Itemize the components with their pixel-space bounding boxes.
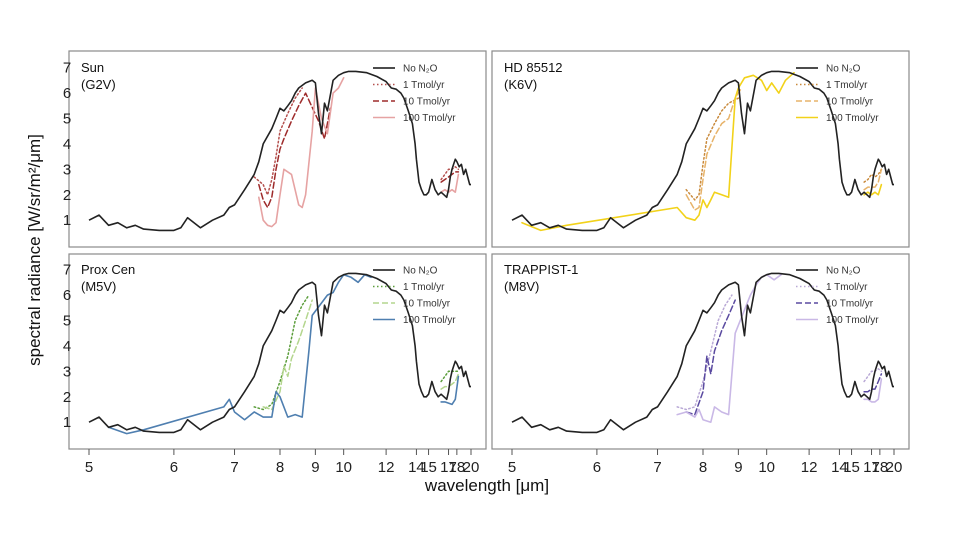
y-tick-label: 3 xyxy=(63,161,71,178)
legend-label: 100 Tmol/yr xyxy=(403,113,456,124)
series-line xyxy=(258,77,345,228)
series-line xyxy=(440,373,460,390)
series-line xyxy=(863,368,883,383)
y-tick-label: 4 xyxy=(63,338,71,355)
series-line xyxy=(107,273,372,435)
y-tick-label: 4 xyxy=(63,136,71,153)
panel-subtitle: (G2V) xyxy=(81,77,116,92)
y-tick-label: 6 xyxy=(63,287,71,304)
x-tick-label: 8 xyxy=(699,459,707,476)
x-tick-label: 12 xyxy=(801,459,818,476)
series-line xyxy=(440,375,460,406)
legend-label: 100 Tmol/yr xyxy=(403,315,456,326)
legend-label: No N₂O xyxy=(403,64,438,75)
baseline-line xyxy=(88,70,471,232)
x-tick-label: 18 xyxy=(449,459,466,476)
x-tick-label: 20 xyxy=(463,459,480,476)
series-line xyxy=(253,294,310,411)
y-tick-label: 2 xyxy=(63,389,71,406)
y-tick-label: 7 xyxy=(63,60,71,77)
x-tick-label: 20 xyxy=(886,459,903,476)
x-tick-label: 15 xyxy=(420,459,437,476)
panel-title: HD 85512 xyxy=(504,60,563,75)
series-line xyxy=(676,294,733,411)
baseline-line xyxy=(88,272,471,434)
series-line xyxy=(863,183,883,196)
x-tick-label: 14 xyxy=(408,459,425,476)
panel-frame-proxcen xyxy=(68,253,487,450)
y-tick-label: 5 xyxy=(63,312,71,329)
panel-subtitle: (M5V) xyxy=(81,279,116,294)
series-line xyxy=(863,168,883,191)
series-line xyxy=(685,87,743,211)
y-tick-label: 2 xyxy=(63,187,71,204)
legend-label: 1 Tmol/yr xyxy=(403,80,445,91)
y-tick-label: 5 xyxy=(63,110,71,127)
y-tick-label: 7 xyxy=(63,262,71,279)
x-tick-label: 15 xyxy=(843,459,860,476)
legend-label: No N₂O xyxy=(403,266,438,277)
x-tick-label: 7 xyxy=(653,459,661,476)
y-tick-labels: 1 2 3 4 5 6 7 1 2 3 4 5 6 7 xyxy=(63,60,71,432)
series-line xyxy=(440,370,460,383)
y-tick-label: 1 xyxy=(63,414,71,431)
legend-label: 1 Tmol/yr xyxy=(826,282,868,293)
x-tick-label: 10 xyxy=(335,459,352,476)
series-line xyxy=(676,273,782,423)
y-tick-label: 3 xyxy=(63,363,71,380)
panel-frame-hd85512 xyxy=(491,50,910,248)
x-tick-label: 7 xyxy=(230,459,238,476)
x-tick-label: 6 xyxy=(170,459,178,476)
panel-title: TRAPPIST-1 xyxy=(504,262,578,277)
panel-title: Sun xyxy=(81,60,104,75)
panel-frame-sun xyxy=(68,50,487,248)
x-tick-label: 6 xyxy=(593,459,601,476)
series-line xyxy=(685,299,736,416)
legends: No N₂O 1 Tmol/yr 10 Tmol/yr 100 Tmol/yr No N… xyxy=(373,64,879,326)
series-line xyxy=(440,173,460,193)
baseline-line xyxy=(511,70,894,232)
legend-label: 10 Tmol/yr xyxy=(826,97,874,108)
legend-label: 100 Tmol/yr xyxy=(826,113,879,124)
x-tick-label: 17 xyxy=(863,459,880,476)
x-tick-label: 17 xyxy=(440,459,457,476)
legend-label: 10 Tmol/yr xyxy=(403,299,451,310)
x-tick-label: 12 xyxy=(378,459,395,476)
legend-label: No N₂O xyxy=(826,64,861,75)
x-axis-title: wavelength [μm] xyxy=(424,476,549,495)
baseline-line xyxy=(511,272,894,434)
series-line xyxy=(685,97,740,201)
y-tick-label: 1 xyxy=(63,212,71,229)
legend-label: 10 Tmol/yr xyxy=(403,97,451,108)
series-line xyxy=(863,378,883,403)
x-tick-label: 10 xyxy=(758,459,775,476)
series-line xyxy=(253,87,303,196)
series-lines xyxy=(88,70,894,435)
x-tick-label: 9 xyxy=(734,459,742,476)
legend-label: 1 Tmol/yr xyxy=(826,80,868,91)
series-line xyxy=(863,373,883,393)
legend-label: No N₂O xyxy=(826,266,861,277)
y-axis-title: spectral radiance [W/sr/m²/μm] xyxy=(25,134,44,366)
legend-label: 1 Tmol/yr xyxy=(403,282,445,293)
x-tick-label: 5 xyxy=(508,459,516,476)
series-line xyxy=(440,166,460,181)
x-tick-label: 18 xyxy=(872,459,889,476)
panel-title: Prox Cen xyxy=(81,262,135,277)
x-tick-label: 8 xyxy=(276,459,284,476)
x-tick-label: 14 xyxy=(831,459,848,476)
series-line xyxy=(258,92,332,209)
panel-labels: Sun (G2V) HD 85512 (K6V) Prox Cen (M5V) TRAPPI… xyxy=(81,60,578,294)
panel-subtitle: (K6V) xyxy=(504,77,537,92)
panel-frame-trappist1 xyxy=(491,253,910,450)
legend-label: 10 Tmol/yr xyxy=(826,299,874,310)
panel-subtitle: (M8V) xyxy=(504,279,539,294)
x-tick-label: 5 xyxy=(85,459,93,476)
series-line xyxy=(521,71,795,232)
x-tick-label: 9 xyxy=(311,459,319,476)
legend-label: 100 Tmol/yr xyxy=(826,315,879,326)
y-tick-label: 6 xyxy=(63,85,71,102)
